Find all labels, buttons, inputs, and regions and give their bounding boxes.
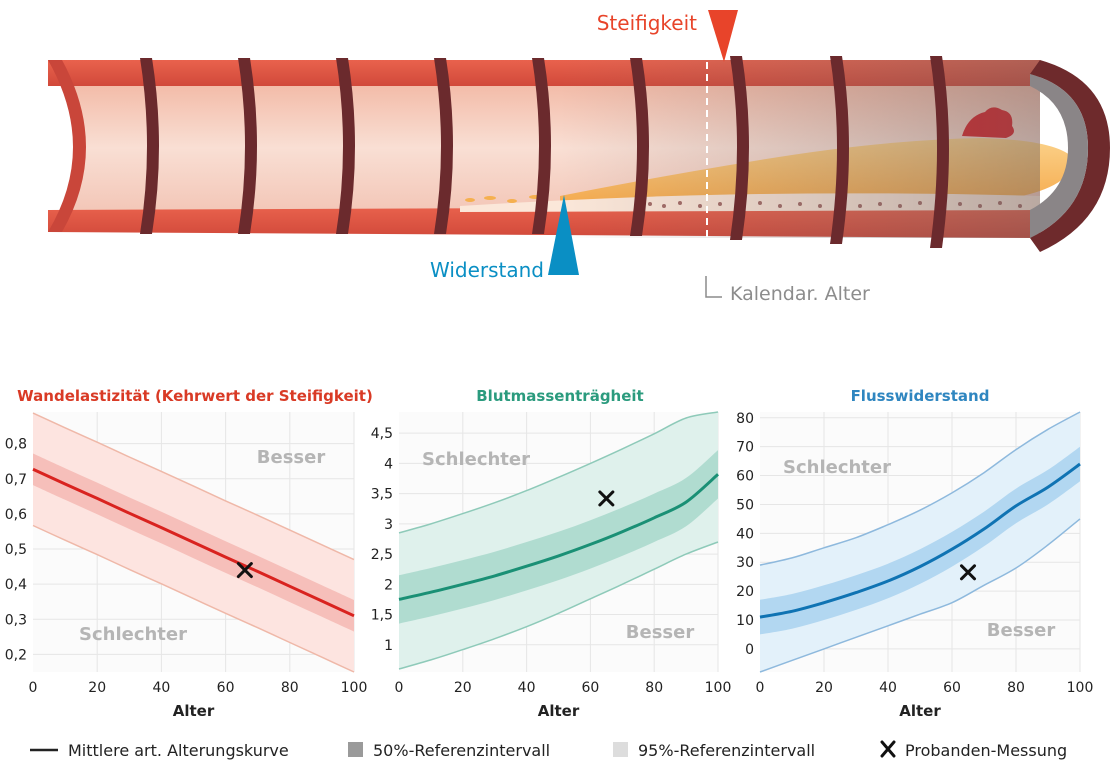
x-axis-label: Alter [538,702,580,720]
x-tick-label: 100 [341,680,368,696]
y-tick-label: 4,5 [371,426,393,442]
y-tick-label: 20 [736,584,754,600]
y-tick-label: 2,5 [371,547,393,563]
stiffness-marker-icon [708,10,738,62]
annotation-worse: Schlechter [783,457,891,478]
x-tick-label: 20 [815,680,833,696]
legend: Mittlere art. Alterungskurve 50%-Referen… [30,740,1067,760]
y-tick-label: 4 [384,456,393,472]
y-tick-label: 2 [384,577,393,593]
y-tick-label: 50 [736,497,754,513]
x-tick-label: 0 [756,680,765,696]
mean-aging-curve [759,462,1081,619]
calendar-age-bracket [705,276,722,298]
segment-joints [140,56,949,248]
y-tick-label: 40 [736,526,754,542]
legend-ci50-swatch [348,742,363,757]
aging-shade [560,60,1040,238]
x-tick-label: 0 [29,680,38,696]
annotation-worse: Schlechter [422,449,530,470]
band-95-lower-edge [32,524,355,673]
annotation-worse: Schlechter [79,624,187,645]
x-tick-label: 100 [705,680,732,696]
subject-measurement-marker [960,564,976,581]
legend-ci95-label: 95%-Referenzintervall [638,741,815,760]
x-tick-label: 60 [217,680,235,696]
chart-title: Blutmassenträgheit [476,387,643,405]
y-tick-label: 0,8 [5,437,27,453]
resistance-marker-icon [548,195,579,275]
band-95-lower-edge [398,541,719,670]
y-tick-label: 60 [736,469,754,485]
y-tick-label: 0,7 [5,472,27,488]
legend-mean-label: Mittlere art. Alterungskurve [68,741,289,760]
x-tick-labels: 0 20 40 60 80 100 [395,680,732,696]
y-tick-label: 80 [736,411,754,427]
x-tick-label: 40 [879,680,897,696]
legend-ci95-swatch [613,742,628,757]
y-tick-label: 1 [384,638,393,654]
artery-end-inner [1030,74,1088,238]
y-tick-label: 70 [736,440,754,456]
x-axis-label: Alter [899,702,941,720]
annotation-better: Besser [987,620,1056,641]
subject-measurement-marker [236,562,253,579]
annotation-better: Besser [257,447,326,468]
artery-end-cap [1030,60,1110,252]
subject-measurement-marker [598,490,615,507]
chart-blood-inertia: Blutmassenträgheit Schlechter Besser 1 1,… [371,387,732,720]
resistance-label: Widerstand [430,258,544,282]
x-tick-label: 20 [454,680,472,696]
x-tick-label: 80 [645,680,663,696]
x-tick-labels: 0 20 40 60 80 100 [29,680,368,696]
y-tick-label: 3 [384,517,393,533]
legend-ci50-label: 50%-Referenzintervall [373,741,550,760]
band-95-upper-edge [32,412,355,561]
chart-title: Wandelastizität (Kehrwert der Steifigkei… [17,387,373,405]
x-axis-label: Alter [173,702,215,720]
y-tick-labels: 1 1,5 2 2,5 3 3,5 4 4,5 [371,426,393,654]
x-tick-label: 100 [1067,680,1094,696]
annotation-better: Besser [626,622,695,643]
x-tick-label: 60 [581,680,599,696]
y-tick-label: 0,3 [5,612,27,628]
x-tick-label: 40 [518,680,536,696]
y-tick-label: 0,2 [5,647,27,663]
x-tick-label: 20 [88,680,106,696]
y-tick-label: 0 [745,642,754,658]
band-95-upper-edge [759,411,1081,566]
y-tick-label: 0,4 [5,577,27,593]
y-tick-label: 3,5 [371,487,393,503]
x-tick-label: 0 [395,680,404,696]
legend-measurement-label: Probanden-Messung [905,741,1067,760]
y-tick-label: 30 [736,555,754,571]
y-tick-label: 0,5 [5,542,27,558]
mean-aging-curve [398,473,719,601]
band-95-lower-edge [759,518,1081,673]
stiffness-label: Steifigkeit [597,11,697,35]
x-tick-labels: 0 20 40 60 80 100 [756,680,1094,696]
band-95-upper-edge [398,411,719,534]
band-50-reference [760,446,1080,635]
artery-illustration: Steifigkeit Widerstand Kalendar. Alter [48,10,1110,305]
x-tick-label: 80 [1007,680,1025,696]
y-tick-label: 0,6 [5,507,27,523]
y-tick-labels: 0 10 20 30 40 50 60 70 80 [736,411,754,658]
y-tick-labels: 0,2 0,3 0,4 0,5 0,6 0,7 0,8 [5,437,27,664]
mean-aging-curve [32,467,355,618]
y-tick-label: 10 [736,613,754,629]
chart-wall-elasticity: Wandelastizität (Kehrwert der Steifigkei… [5,387,373,720]
chart-title: Flusswiderstand [851,387,990,405]
x-tick-label: 60 [943,680,961,696]
artery-opening [48,60,86,232]
y-tick-label: 1,5 [371,608,393,624]
x-tick-label: 40 [152,680,170,696]
legend-measurement-icon [880,740,896,758]
x-tick-label: 80 [281,680,299,696]
chart-flow-resistance: Flusswiderstand Schlechter Besser 0 10 20 3… [736,387,1093,720]
calendar-age-label: Kalendar. Alter [730,283,870,305]
